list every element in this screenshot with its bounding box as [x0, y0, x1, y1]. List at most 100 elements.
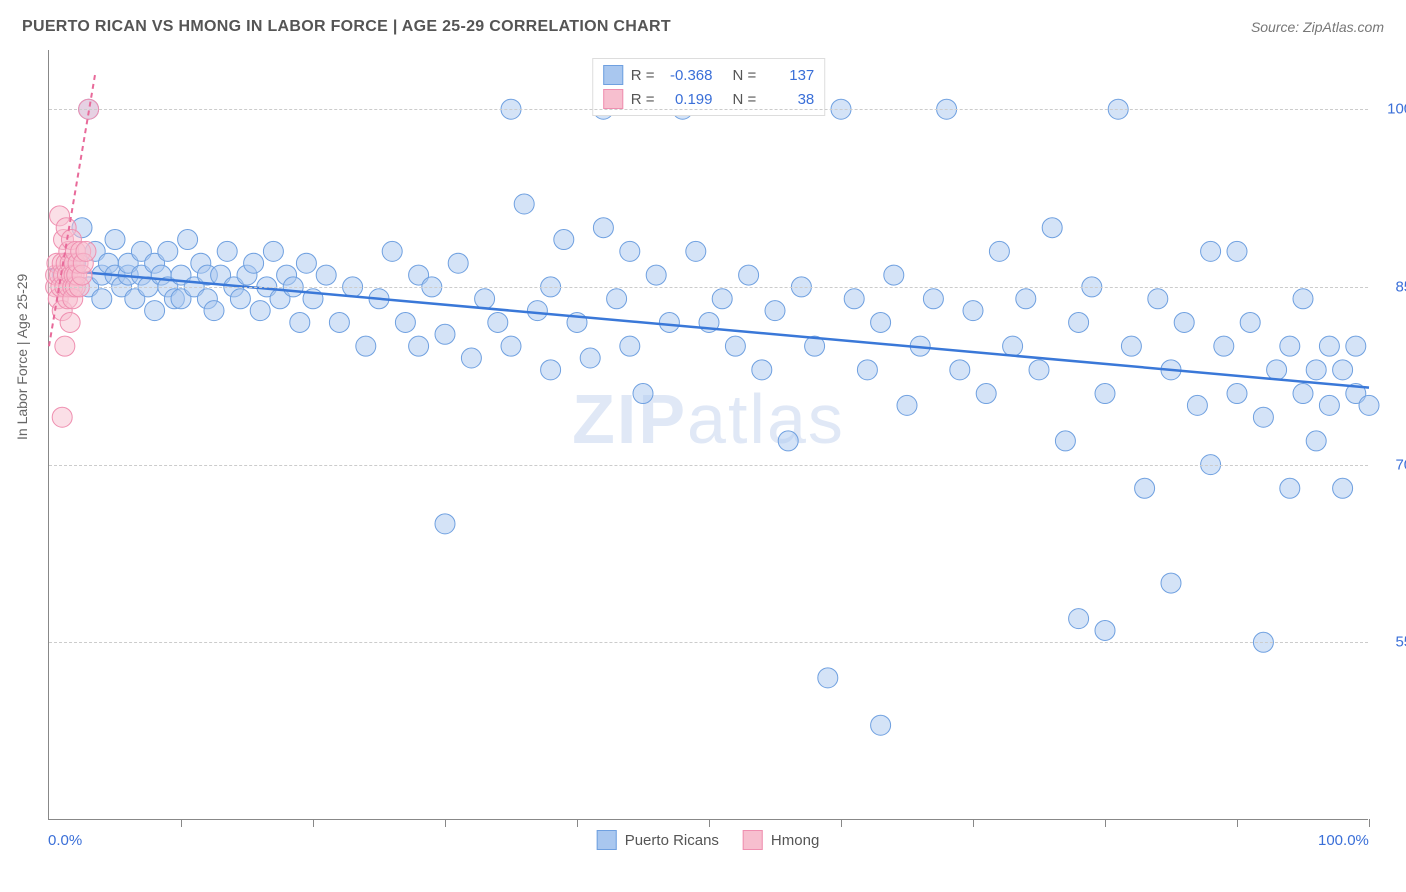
scatter-point: [620, 336, 640, 356]
scatter-point: [686, 241, 706, 261]
y-tick-label: 55.0%: [1378, 634, 1406, 651]
scatter-point: [1095, 620, 1115, 640]
scatter-point: [1333, 360, 1353, 380]
x-tick: [709, 819, 710, 827]
legend-row: R =0.199N =38: [603, 87, 815, 111]
scatter-point: [1003, 336, 1023, 356]
scatter-point: [1174, 312, 1194, 332]
scatter-point: [409, 336, 429, 356]
scatter-point: [250, 301, 270, 321]
gridline: [49, 287, 1368, 288]
scatter-point: [290, 312, 310, 332]
scatter-point: [1227, 384, 1247, 404]
chart-title: PUERTO RICAN VS HMONG IN LABOR FORCE | A…: [22, 18, 671, 36]
scatter-point: [204, 301, 224, 321]
legend-n-label: N =: [733, 91, 757, 108]
scatter-point: [818, 668, 838, 688]
scatter-point: [1069, 609, 1089, 629]
scatter-point: [712, 289, 732, 309]
legend-swatch: [603, 65, 623, 85]
scatter-point: [263, 241, 283, 261]
scatter-point: [897, 395, 917, 415]
scatter-point: [1319, 395, 1339, 415]
x-tick: [445, 819, 446, 827]
scatter-point: [475, 289, 495, 309]
legend-r-label: R =: [631, 67, 655, 84]
scatter-point: [646, 265, 666, 285]
scatter-point: [1227, 241, 1247, 261]
scatter-point: [607, 289, 627, 309]
scatter-point: [158, 241, 178, 261]
scatter-point: [1306, 431, 1326, 451]
scatter-point: [527, 301, 547, 321]
scatter-point: [329, 312, 349, 332]
scatter-point: [178, 230, 198, 250]
legend-r-value: -0.368: [663, 67, 713, 84]
gridline: [49, 465, 1368, 466]
y-tick-label: 85.0%: [1378, 278, 1406, 295]
scatter-point: [1306, 360, 1326, 380]
scatter-point: [382, 241, 402, 261]
scatter-point: [1333, 478, 1353, 498]
scatter-point: [765, 301, 785, 321]
scatter-point: [55, 336, 75, 356]
scatter-point: [76, 241, 96, 261]
legend-swatch: [603, 89, 623, 109]
scatter-point: [884, 265, 904, 285]
scatter-point: [1240, 312, 1260, 332]
scatter-point: [1201, 241, 1221, 261]
legend-r-label: R =: [631, 91, 655, 108]
scatter-point: [725, 336, 745, 356]
scatter-point: [435, 324, 455, 344]
scatter-point: [976, 384, 996, 404]
scatter-point: [580, 348, 600, 368]
legend-label: Puerto Ricans: [625, 832, 719, 849]
scatter-point: [356, 336, 376, 356]
scatter-point: [871, 715, 891, 735]
scatter-point: [659, 312, 679, 332]
scatter-point: [60, 312, 80, 332]
scatter-point: [1095, 384, 1115, 404]
scatter-point: [1042, 218, 1062, 238]
scatter-point: [435, 514, 455, 534]
scatter-point: [778, 431, 798, 451]
scatter-point: [1293, 384, 1313, 404]
scatter-point: [739, 265, 759, 285]
scatter-point: [488, 312, 508, 332]
scatter-point: [145, 301, 165, 321]
legend-correlation: R =-0.368N =137R =0.199N =38: [592, 58, 826, 116]
legend-row: R =-0.368N =137: [603, 63, 815, 87]
legend-item: Hmong: [743, 830, 819, 850]
scatter-point: [923, 289, 943, 309]
x-tick: [973, 819, 974, 827]
legend-swatch: [597, 830, 617, 850]
scatter-point: [950, 360, 970, 380]
legend-n-value: 137: [764, 67, 814, 84]
x-tick: [1237, 819, 1238, 827]
scatter-point: [593, 218, 613, 238]
scatter-point: [871, 312, 891, 332]
scatter-point: [448, 253, 468, 273]
x-tick: [1369, 819, 1370, 827]
scatter-point: [633, 384, 653, 404]
x-tick: [313, 819, 314, 827]
scatter-point: [244, 253, 264, 273]
source-label: Source: ZipAtlas.com: [1251, 19, 1384, 35]
scatter-point: [1214, 336, 1234, 356]
scatter-point: [92, 289, 112, 309]
scatter-point: [1148, 289, 1168, 309]
legend-item: Puerto Ricans: [597, 830, 719, 850]
scatter-point: [989, 241, 1009, 261]
scatter-point: [461, 348, 481, 368]
legend-n-value: 38: [764, 91, 814, 108]
scatter-point: [1069, 312, 1089, 332]
scatter-point: [1346, 336, 1366, 356]
scatter-point: [1121, 336, 1141, 356]
scatter-point: [1161, 573, 1181, 593]
x-tick: [577, 819, 578, 827]
scatter-point: [1280, 478, 1300, 498]
scatter-point: [1016, 289, 1036, 309]
scatter-point: [752, 360, 772, 380]
scatter-point: [230, 289, 250, 309]
scatter-point: [1187, 395, 1207, 415]
